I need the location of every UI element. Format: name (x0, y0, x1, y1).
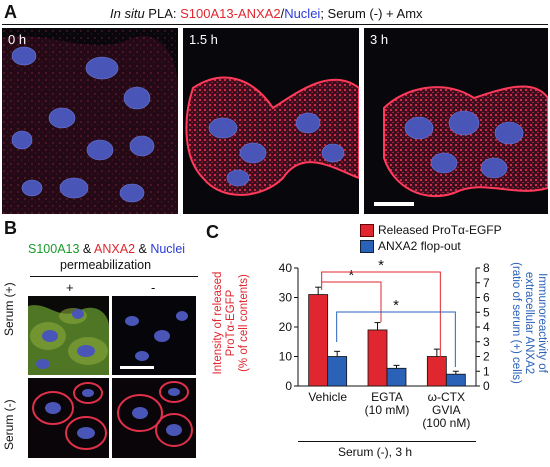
micrograph-0h-art (2, 28, 178, 214)
timepoint-label-3h: 3 h (370, 32, 389, 47)
bar-flop-2 (445, 373, 466, 387)
y-tick-label-right: 8 (483, 261, 490, 275)
category-label-1: EGTA (371, 390, 403, 404)
panel-c-letter: C (206, 222, 219, 242)
y-tick-label-right: 0 (483, 379, 490, 393)
y-tick-label-right: 2 (483, 350, 490, 364)
y-tick-label-right: 1 (483, 364, 490, 378)
header-pla: PLA: (144, 6, 181, 21)
ylabel-left-line1: Intensity of released (212, 271, 224, 375)
y-tick-label-left: 20 (279, 320, 293, 334)
sig-bracket-veh-ctx-blue (336, 311, 456, 367)
category-label-1: (10 mM) (365, 403, 410, 417)
category-label-2: ω-CTX (428, 390, 465, 404)
ylabel-right-line1: Immunoreactivity of (536, 273, 548, 373)
legend-label-flop: ANXA2 flop-out (378, 239, 461, 253)
micrograph-1-5h: 1.5 h (183, 28, 359, 214)
b-img-1-art (28, 296, 109, 375)
micrograph-serum-minus-perm-minus (112, 378, 196, 458)
panel-b-letter: B (4, 218, 17, 238)
y-tick-label-left: 0 (285, 379, 292, 393)
y-tick-label-left: 30 (279, 291, 293, 305)
y-tick-label-right: 5 (483, 305, 490, 319)
timepoint-label-0h: 0 h (8, 32, 27, 47)
category-label-2: GVIA (432, 403, 461, 417)
ylabel-right-line2: extracellular ANXA2 (523, 271, 535, 375)
panel-a-header: In situ PLA: S100A13-ANXA2/Nuclei; Serum… (110, 6, 423, 21)
col-label-plus: + (66, 280, 74, 295)
sig-bracket-veh-ctx-red (321, 271, 441, 362)
panel-a-letter: A (4, 2, 17, 22)
micrograph-serum-minus-perm-plus (28, 378, 109, 458)
micrograph-3h: 3 h (364, 28, 548, 214)
legend-label-released: Released ProTα-EGFP (378, 223, 502, 237)
row-label-serum-minus: Serum (-) (2, 399, 16, 450)
micrograph-3h-art (364, 28, 548, 214)
micrograph-1-5h-art (183, 28, 359, 214)
y-tick-label-left: 10 (279, 350, 293, 364)
serum-condition-label: Serum (-), 3 h (338, 445, 413, 459)
header-amp2: & (135, 242, 151, 256)
y-tick-label-right: 6 (483, 291, 490, 305)
sig-bracket-veh-egta (321, 281, 382, 322)
micrograph-0h: 0 h (2, 28, 178, 214)
y-tick-label-right: 7 (483, 276, 490, 290)
panel-b-header: S100A13 & ANXA2 & Nuclei (28, 242, 185, 256)
bar-released-1 (367, 329, 388, 387)
header-anxa2: ANXA2 (94, 242, 136, 256)
sig-star-veh-ctx-blue: * (393, 297, 399, 314)
header-nuclei: Nuclei (284, 6, 321, 21)
category-label-2: (100 nM) (422, 416, 470, 430)
header-amp1: & (79, 242, 95, 256)
b-img-3-art (28, 378, 109, 458)
header-italic: In situ (110, 6, 145, 21)
timepoint-label-1-5h: 1.5 h (189, 32, 218, 47)
header-s100a13: S100A13 (28, 242, 80, 256)
ylabel-left: Intensity of released ProTα-EGFP (% of c… (212, 248, 251, 398)
b-img-2-art (112, 296, 196, 375)
ylabel-left-line2: ProTα-EGFP (225, 289, 237, 357)
scale-bar-b (120, 366, 154, 369)
permeabilization-label: permeabilization (60, 258, 152, 272)
b-img-4-art (112, 378, 196, 458)
bar-released-0 (308, 294, 329, 387)
header-nuclei-b: Nuclei (150, 242, 186, 256)
ylabel-left-line3: (% of cell contents) (238, 274, 250, 372)
permeabilization-rule (30, 276, 198, 277)
serum-condition-rule (298, 441, 476, 442)
header-slash: / (280, 6, 285, 21)
legend-item-released: Released ProTα-EGFP (360, 222, 502, 238)
y-tick-label-right: 3 (483, 335, 490, 349)
micrograph-serum-plus-perm-plus (28, 296, 109, 375)
row-label-serum-plus: Serum (+) (2, 282, 16, 336)
legend-item-flop: ANXA2 flop-out (360, 238, 502, 254)
header-tail: ; Serum (-) + Amx (320, 6, 423, 21)
panel-a-header-rule (2, 24, 548, 25)
col-label-minus: - (151, 280, 156, 295)
bar-released-2 (426, 356, 447, 387)
y-tick-label-right: 4 (483, 320, 490, 334)
y-tick-label-left: 40 (279, 261, 293, 275)
scale-bar-a (374, 202, 414, 206)
chart-legend: Released ProTα-EGFP ANXA2 flop-out (360, 222, 502, 254)
micrograph-serum-plus-perm-minus (112, 296, 196, 375)
category-label-0: Vehicle (308, 390, 347, 404)
legend-swatch-red (360, 223, 374, 237)
ylabel-right: Immunoreactivity of extracellular ANXA2 … (509, 248, 548, 398)
sig-star-veh-egta: * (348, 267, 354, 284)
sig-star-veh-ctx-red: * (378, 257, 384, 274)
bar-flop-0 (327, 356, 348, 387)
legend-swatch-blue (360, 239, 374, 253)
bar-flop-1 (386, 367, 407, 387)
ylabel-right-line3: (ratio of serum (+) cells) (510, 262, 522, 384)
header-s100a13-anxa2: S100A13-ANXA2 (180, 6, 281, 21)
